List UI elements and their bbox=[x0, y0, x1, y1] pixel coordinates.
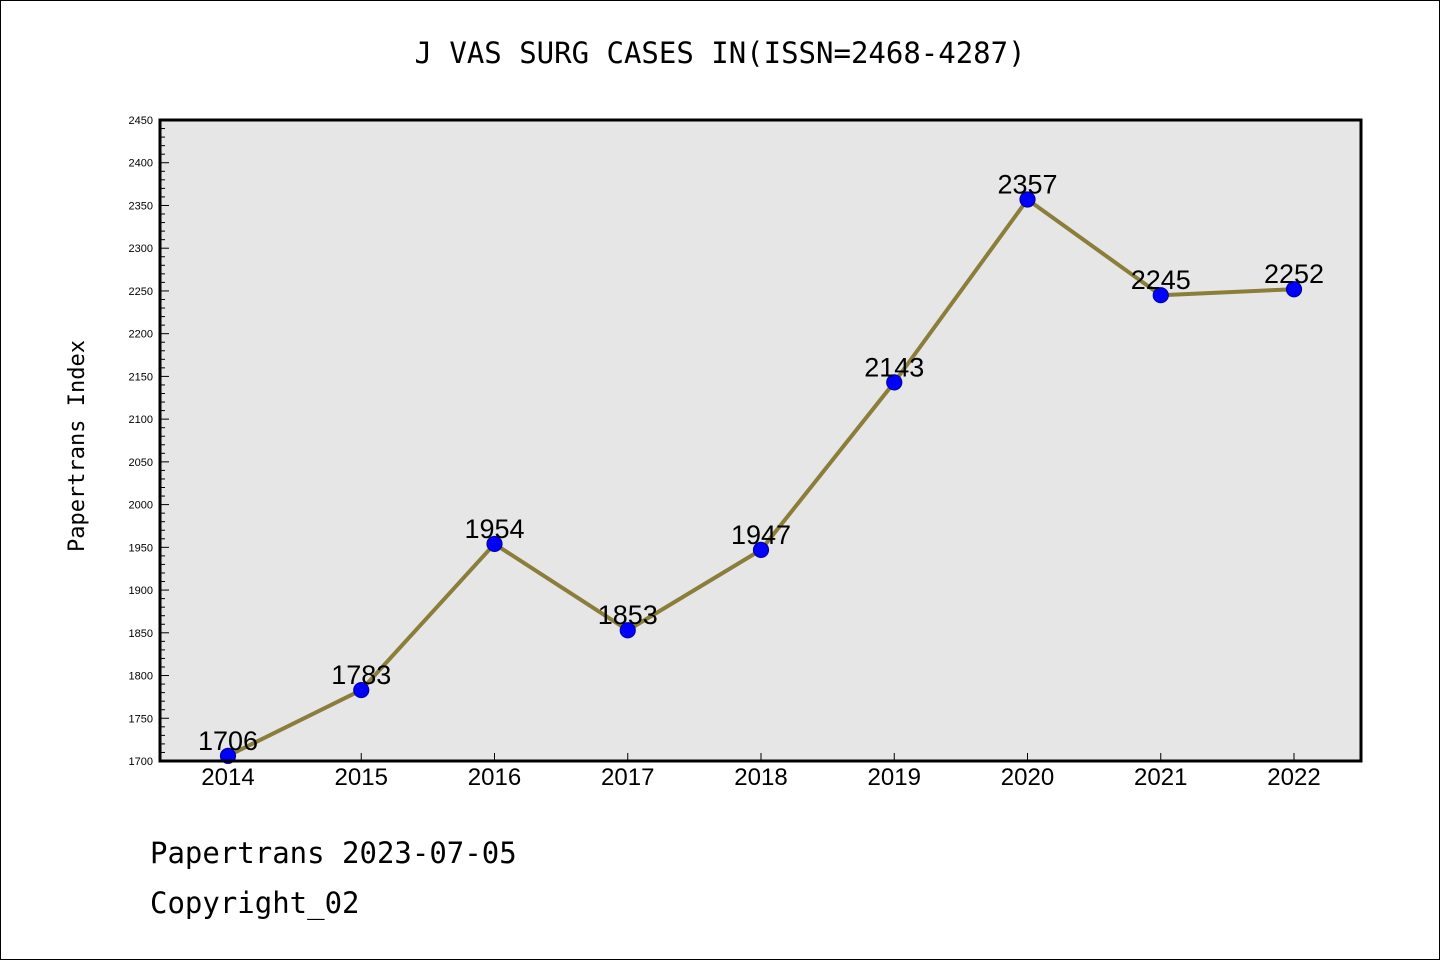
y-tick-label: 1750 bbox=[129, 713, 153, 725]
data-label: 1947 bbox=[731, 520, 791, 550]
y-tick-label: 1850 bbox=[129, 628, 153, 640]
y-tick-label: 2400 bbox=[129, 158, 153, 170]
data-point-marker bbox=[752, 541, 770, 558]
plot-area bbox=[160, 120, 1361, 761]
data-label: 1954 bbox=[464, 514, 524, 544]
y-tick-label: 2300 bbox=[129, 243, 153, 255]
data-point-marker bbox=[486, 535, 503, 553]
y-tick-label: 2350 bbox=[129, 200, 153, 212]
data-point-marker bbox=[353, 681, 370, 699]
x-tick-label: 2015 bbox=[335, 764, 388, 791]
y-tick-label: 1950 bbox=[129, 542, 153, 554]
x-tick-label: 2018 bbox=[734, 764, 787, 791]
y-tick-label: 2150 bbox=[129, 371, 153, 383]
x-tick-label: 2021 bbox=[1134, 764, 1187, 791]
x-tick-label: 2019 bbox=[868, 764, 921, 791]
data-label: 2143 bbox=[864, 352, 924, 382]
data-label: 2245 bbox=[1131, 265, 1191, 295]
x-tick-label: 2016 bbox=[468, 764, 521, 791]
data-point-marker bbox=[1285, 281, 1303, 298]
x-tick-label: 2022 bbox=[1267, 764, 1320, 791]
data-point-marker bbox=[1152, 287, 1169, 304]
footer-date: Papertrans 2023-07-05 bbox=[150, 836, 517, 870]
data-label: 2357 bbox=[997, 169, 1057, 199]
y-tick-label: 1700 bbox=[129, 756, 153, 768]
data-point-marker bbox=[1019, 191, 1036, 208]
data-label: 1853 bbox=[598, 600, 658, 630]
y-tick-label: 2200 bbox=[129, 329, 153, 341]
footer-copyright: Copyright_02 bbox=[150, 886, 360, 920]
plot-border bbox=[158, 118, 1363, 763]
data-labels: 1706 1783 1954 1853 1947 2143 2357 2245 2252 bbox=[198, 169, 1324, 755]
y-axis-ticks: 1700 1750 1800 1850 1900 1950 2000 2050 2100 2150… bbox=[129, 115, 169, 768]
data-label: 1783 bbox=[331, 660, 391, 690]
data-point-marker bbox=[886, 374, 903, 391]
y-tick-label: 2250 bbox=[129, 286, 153, 298]
data-label: 2252 bbox=[1264, 259, 1324, 289]
x-tick-label: 2020 bbox=[1001, 764, 1054, 791]
y-tick-label: 1900 bbox=[129, 585, 153, 597]
y-tick-label: 2100 bbox=[129, 414, 153, 426]
data-point-marker bbox=[619, 622, 636, 639]
chart-title: J VAS SURG CASES IN(ISSN=2468-4287) bbox=[414, 36, 1026, 70]
y-tick-label: 2450 bbox=[129, 115, 153, 127]
x-tick-label: 2017 bbox=[601, 764, 654, 791]
y-tick-label: 2050 bbox=[129, 457, 153, 469]
y-tick-label: 2000 bbox=[129, 500, 153, 512]
y-tick-label: 1800 bbox=[129, 671, 153, 683]
data-label: 1706 bbox=[198, 726, 258, 756]
x-axis-ticks: 2014 2015 2016 2017 2018 2019 2020 2021 2022 bbox=[201, 753, 1321, 791]
y-axis-label: Papertrans Index bbox=[65, 340, 90, 552]
x-tick-label: 2014 bbox=[201, 764, 254, 791]
series-markers bbox=[219, 191, 1303, 764]
